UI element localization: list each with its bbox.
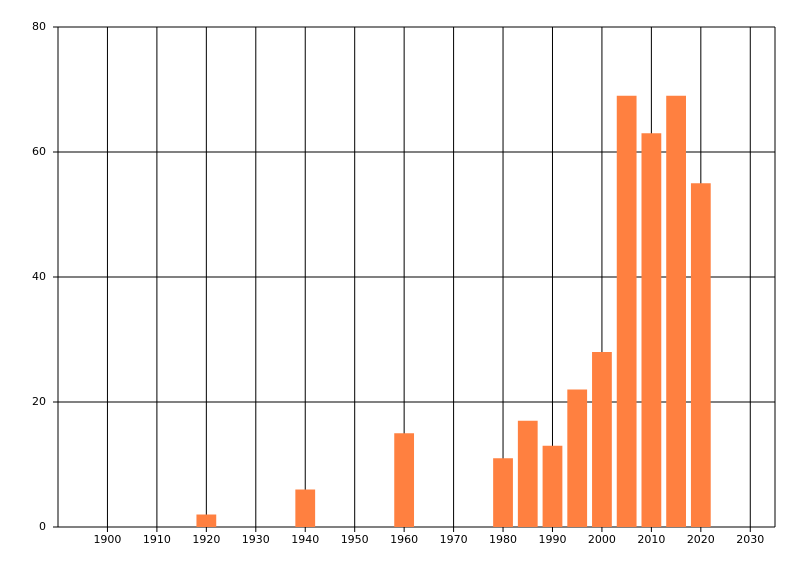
- x-tick-label: 1960: [390, 533, 418, 546]
- y-tick-label: 20: [32, 395, 46, 408]
- x-tick-label: 1940: [291, 533, 319, 546]
- x-tick-label: 1980: [489, 533, 517, 546]
- y-tick-label: 60: [32, 145, 46, 158]
- x-tick-label: 1900: [93, 533, 121, 546]
- x-tick-label: 2010: [637, 533, 665, 546]
- bar: [592, 352, 612, 527]
- bar: [295, 489, 316, 527]
- x-tick-label: 1910: [143, 533, 171, 546]
- x-tick-label: 1930: [242, 533, 270, 546]
- bar: [394, 433, 415, 527]
- bar: [567, 389, 588, 527]
- x-tick-label: 1990: [538, 533, 566, 546]
- x-tick-label: 1950: [341, 533, 369, 546]
- x-tick-label: 2020: [687, 533, 715, 546]
- bar: [666, 95, 686, 527]
- y-tick-label: 40: [32, 270, 46, 283]
- bar: [641, 133, 662, 527]
- bar: [196, 514, 217, 527]
- x-tick-label: 1920: [192, 533, 220, 546]
- bar: [690, 183, 711, 527]
- y-tick-label: 80: [32, 20, 46, 33]
- x-tick-label: 2030: [736, 533, 764, 546]
- x-tick-label: 2000: [588, 533, 616, 546]
- bar: [616, 95, 637, 527]
- y-tick-label: 0: [39, 520, 46, 533]
- bar: [517, 420, 538, 527]
- bar: [493, 458, 513, 527]
- bar: [542, 445, 563, 527]
- x-tick-label: 1970: [440, 533, 468, 546]
